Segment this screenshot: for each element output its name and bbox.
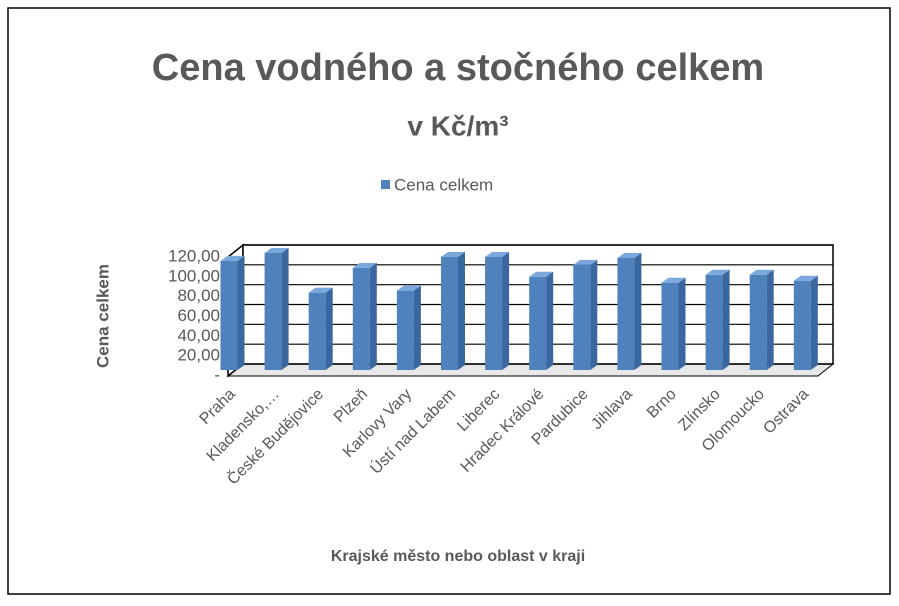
chart-title: Cena vodného a stočného celkem: [152, 47, 764, 89]
bar-front: [705, 274, 723, 370]
y-tick-label: -: [214, 365, 220, 384]
bar-front: [396, 290, 414, 370]
bar-side: [810, 275, 818, 370]
bar: [617, 252, 642, 370]
y-tick-label: 20,00: [177, 346, 220, 365]
bar: [573, 259, 598, 370]
bar: [793, 275, 818, 370]
bar: [529, 271, 554, 370]
bar-front: [529, 276, 547, 370]
bar-front: [485, 256, 503, 370]
bar-side: [678, 277, 686, 370]
bar: [308, 287, 333, 370]
bar-top: [705, 269, 730, 275]
bar: [396, 285, 421, 370]
bar: [264, 247, 289, 370]
grid-line: [227, 244, 833, 258]
bar-top: [396, 285, 421, 291]
y-tick-label: 100,00: [168, 266, 220, 285]
bar: [749, 269, 774, 370]
y-tick-label: 120,00: [168, 246, 220, 265]
y-tick-label: 80,00: [177, 286, 220, 305]
bar-top: [661, 277, 686, 283]
bar-side: [634, 252, 642, 370]
bar-side: [766, 269, 774, 370]
bar-top: [220, 255, 245, 261]
bar-top: [749, 269, 774, 275]
legend-swatch: [381, 180, 390, 189]
bar-front: [352, 267, 370, 370]
bar-top: [529, 271, 554, 277]
bar-side: [281, 247, 289, 370]
bar-top: [352, 262, 377, 268]
bar-side: [502, 251, 510, 370]
bar-side: [590, 259, 598, 370]
bar-front: [573, 264, 591, 370]
bar: [352, 262, 377, 370]
bar-side: [458, 251, 465, 370]
bar-top: [264, 247, 289, 253]
bar-front: [308, 292, 326, 370]
bar: [485, 251, 510, 370]
y-tick-label: 60,00: [177, 306, 220, 325]
bar: [220, 255, 245, 370]
bar-top: [441, 251, 465, 257]
bar-top: [308, 287, 333, 293]
bar-top: [793, 275, 818, 281]
bar-top: [573, 259, 598, 265]
bar-side: [369, 262, 377, 370]
bar-side: [325, 287, 333, 370]
bar-front: [617, 257, 635, 370]
chart-subtitle: v Kč/m³: [407, 110, 508, 141]
bar: [441, 251, 465, 370]
y-axis-title: Cena celkem: [93, 264, 112, 368]
bar-side: [546, 271, 554, 370]
bar-front: [264, 252, 282, 370]
bar: [661, 277, 686, 370]
legend-label: Cena celkem: [394, 175, 493, 194]
bar-top: [485, 251, 510, 257]
bar-front: [793, 280, 811, 370]
bar-side: [237, 255, 245, 370]
bar-front: [749, 274, 767, 370]
bar: [705, 269, 730, 370]
y-tick-label: 40,00: [177, 326, 220, 345]
x-axis-title: Krajské město nebo oblast v kraji: [331, 548, 585, 565]
bar-front: [661, 282, 679, 370]
bar-side: [722, 269, 730, 370]
bar-front: [220, 260, 238, 370]
bar-side: [413, 285, 421, 370]
bar-top: [617, 252, 642, 258]
bar-front: [441, 256, 458, 370]
